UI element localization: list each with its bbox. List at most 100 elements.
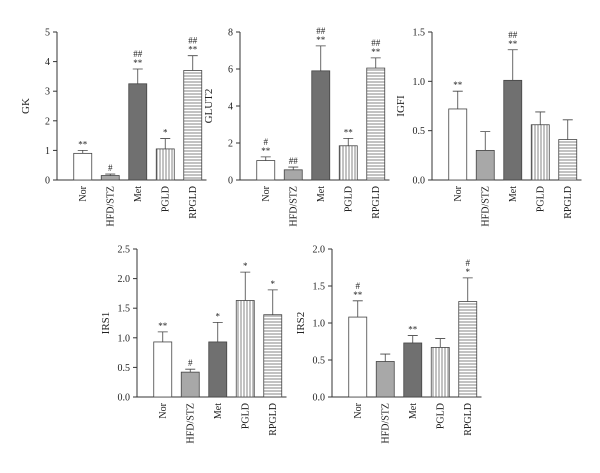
- significance-label: *: [216, 311, 221, 321]
- significance-label: **: [133, 58, 143, 68]
- significance-label: ##: [133, 49, 143, 59]
- x-tick-label: Met: [133, 186, 144, 202]
- error-bar: [407, 335, 418, 343]
- x-tick-label: HFD/STZ: [185, 403, 196, 444]
- y-tick-label: 5: [45, 28, 50, 39]
- x-tick-label: HFD/STZ: [288, 186, 299, 227]
- x-tick-label: HFD/STZ: [480, 186, 491, 227]
- y-tick-label: 2.0: [313, 245, 326, 256]
- error-bar: [187, 55, 198, 71]
- bar: [235, 300, 255, 398]
- error-bar: [380, 353, 391, 362]
- x-tick-label: Met: [408, 403, 419, 419]
- bar: [256, 160, 276, 181]
- bar: [430, 347, 450, 398]
- y-tick-label: 0.0: [413, 176, 426, 187]
- bar: [375, 361, 395, 398]
- bar: [530, 124, 550, 181]
- y-tick-label: 1.5: [313, 282, 326, 293]
- x-tick-label: RPGLD: [463, 403, 474, 436]
- bar: [180, 371, 200, 398]
- y-tick-label: 1.0: [118, 333, 131, 344]
- error-bar: [77, 150, 88, 154]
- error-bar: [160, 138, 171, 149]
- significance-label: ##: [371, 38, 381, 48]
- significance-label: **: [353, 290, 363, 300]
- error-bar: [535, 111, 546, 125]
- error-bar: [452, 90, 463, 109]
- y-tick-label: 0.5: [313, 356, 326, 367]
- y-axis-label: IRS1: [100, 312, 112, 335]
- bar: [558, 139, 578, 181]
- error-bar: [315, 45, 326, 71]
- significance-label: ##: [508, 30, 518, 40]
- y-axis-label: IRS2: [295, 312, 307, 335]
- x-tick-label: PGLD: [343, 186, 354, 212]
- error-bar: [260, 156, 271, 161]
- x-tick-label: Met: [316, 186, 327, 202]
- y-axis-label: GLUT2: [203, 89, 215, 124]
- significance-label: ##: [289, 156, 299, 166]
- bar: [153, 341, 173, 398]
- significance-label: #: [356, 281, 361, 291]
- bar: [128, 83, 148, 181]
- x-tick-label: RPGLD: [563, 186, 574, 219]
- error-bar: [267, 289, 278, 315]
- error-bar: [105, 173, 116, 176]
- error-bar: [212, 322, 223, 342]
- significance-label: *: [271, 279, 276, 289]
- x-tick-label: PGLD: [160, 186, 171, 212]
- error-bar: [185, 368, 196, 373]
- y-axis-label: IGFI: [395, 95, 407, 117]
- significance-label: **: [78, 139, 88, 149]
- y-tick-label: 1.0: [313, 319, 326, 330]
- significance-label: **: [158, 321, 168, 331]
- significance-label: #: [108, 163, 113, 173]
- x-tick-label: PGLD: [435, 403, 446, 429]
- y-tick-label: 2.5: [118, 245, 131, 256]
- bar: [338, 145, 358, 181]
- bar: [208, 341, 228, 398]
- error-bar: [435, 338, 446, 348]
- bar: [155, 148, 175, 181]
- bar: [403, 342, 423, 398]
- y-tick-label: 0.5: [118, 363, 131, 374]
- significance-label: #: [188, 358, 193, 368]
- x-tick-label: Nor: [261, 185, 272, 201]
- y-tick-label: 1.0: [413, 77, 426, 88]
- bar: [475, 149, 495, 181]
- significance-label: ##: [316, 26, 326, 36]
- y-tick-label: 0: [45, 176, 50, 187]
- y-tick-label: 4: [228, 102, 233, 113]
- y-tick-label: 0.0: [313, 393, 326, 404]
- significance-label: #: [264, 137, 269, 147]
- x-tick-label: RPGLD: [268, 403, 279, 436]
- significance-label: **: [261, 146, 271, 156]
- x-tick-label: Nor: [453, 185, 464, 201]
- error-bar: [562, 119, 573, 140]
- error-bar: [240, 271, 251, 301]
- x-tick-label: PGLD: [535, 186, 546, 212]
- bar: [458, 301, 478, 398]
- bar: [366, 67, 386, 181]
- significance-label: ##: [188, 36, 198, 46]
- y-axis-label: GK: [20, 98, 32, 114]
- x-tick-label: RPGLD: [371, 186, 382, 219]
- y-tick-label: 0: [228, 176, 233, 187]
- x-tick-label: Nor: [158, 402, 169, 418]
- y-tick-label: 2: [228, 139, 233, 150]
- error-bar: [132, 68, 143, 84]
- x-tick-label: Met: [213, 403, 224, 419]
- y-tick-label: 0.5: [413, 126, 426, 137]
- x-tick-label: Nor: [78, 185, 89, 201]
- y-tick-label: 6: [228, 65, 233, 76]
- y-tick-label: 8: [228, 28, 233, 39]
- x-tick-label: Nor: [353, 402, 364, 418]
- bar: [263, 314, 283, 398]
- y-tick-label: 3: [45, 87, 50, 98]
- bar: [348, 316, 368, 398]
- significance-label: *: [466, 267, 471, 277]
- error-bar: [370, 57, 381, 69]
- error-bar: [507, 49, 518, 81]
